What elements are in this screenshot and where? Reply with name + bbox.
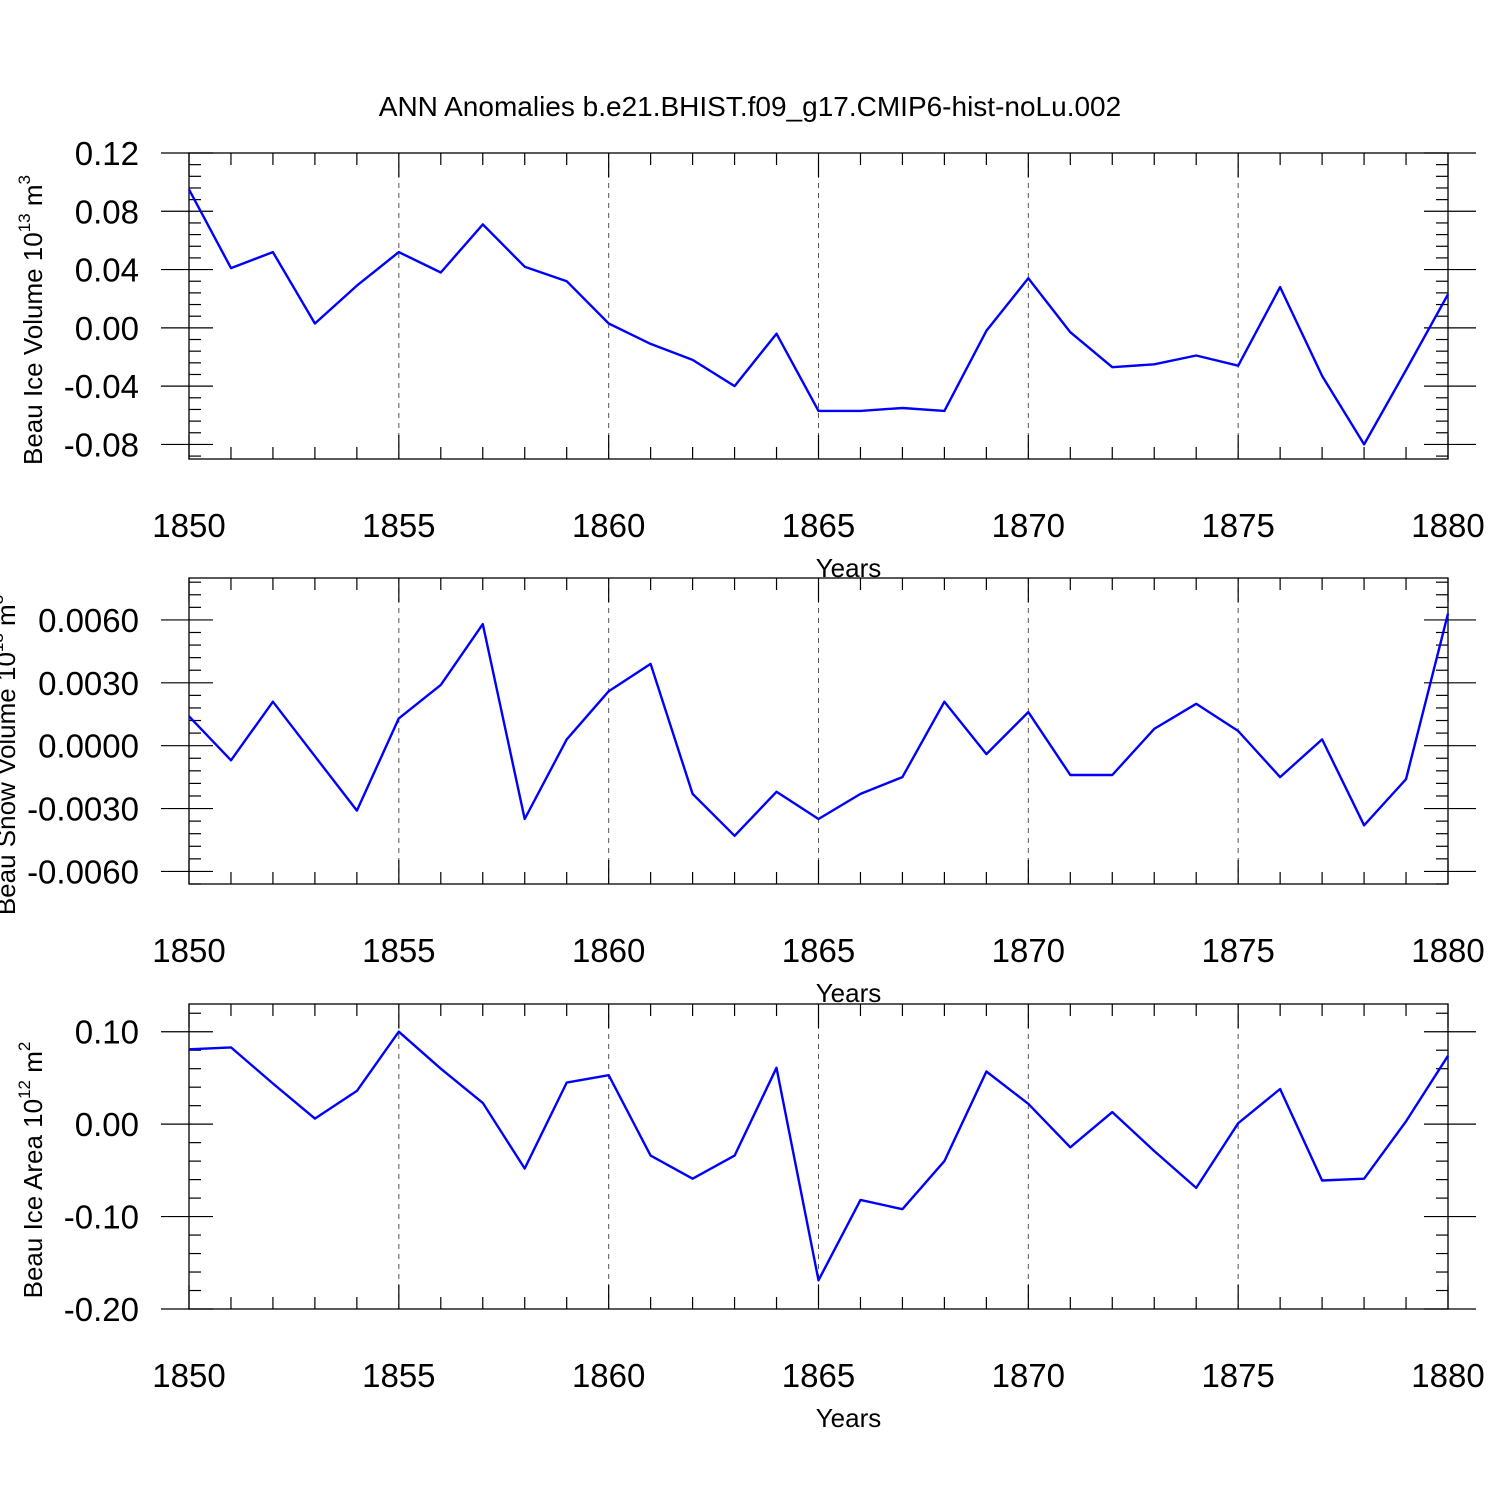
y-tick-label: 0.10 <box>75 1014 139 1051</box>
y-tick-label: -0.0060 <box>27 853 139 890</box>
y-tick-label: 0.0030 <box>38 665 139 702</box>
y-axis-title-text: Beau Ice Area 10 <box>18 1099 48 1298</box>
x-tick-label: 1875 <box>1201 507 1274 544</box>
x-axis-title: Years <box>816 978 882 1008</box>
y-tick-label: 0.00 <box>75 310 139 347</box>
label-clip-mask-top <box>0 560 60 590</box>
y-axis-title-unit-exponent: 3 <box>0 595 7 604</box>
y-axis-title-text: Beau Snow Volume 10 <box>0 652 21 915</box>
x-tick-label: 1880 <box>1411 507 1484 544</box>
y-tick-label: -0.20 <box>64 1291 139 1328</box>
y-tick-label: 0.00 <box>75 1106 139 1143</box>
y-tick-label: -0.08 <box>64 426 139 463</box>
x-tick-label: 1865 <box>782 507 855 544</box>
y-tick-label: -0.0030 <box>27 791 139 828</box>
x-tick-label: 1870 <box>992 932 1065 969</box>
x-tick-label: 1850 <box>152 1357 225 1394</box>
y-axis-title: Beau Snow Volume 1013 m3 <box>0 595 21 915</box>
series-line <box>188 1030 1450 1282</box>
x-tick-label: 1865 <box>782 932 855 969</box>
y-axis-title-exponent: 13 <box>15 213 34 232</box>
y-axis-title-unit: m <box>0 604 21 633</box>
y-tick-label: 0.0060 <box>38 602 139 639</box>
x-tick-label: 1870 <box>992 1357 1065 1394</box>
y-tick-label: 0.12 <box>75 135 139 172</box>
x-tick-label: 1855 <box>362 1357 435 1394</box>
x-tick-label: 1870 <box>992 507 1065 544</box>
y-tick-label: -0.04 <box>64 368 139 405</box>
y-tick-label: 0.0000 <box>38 728 139 765</box>
label-clip-mask-bottom <box>0 921 60 951</box>
figure-title: ANN Anomalies b.e21.BHIST.f09_g17.CMIP6-… <box>379 91 1121 122</box>
y-axis-title-exponent: 12 <box>15 1080 34 1099</box>
x-tick-label: 1855 <box>362 507 435 544</box>
x-tick-label: 1860 <box>572 932 645 969</box>
x-axis-title: Years <box>816 1403 882 1433</box>
y-axis-title-unit-exponent: 2 <box>15 1042 34 1051</box>
panels: 1850 1855 1860 1865 1870 1875 1880 Years -0.08 -0… <box>0 135 1485 1433</box>
panel-2: 1850 1855 1860 1865 1870 1875 1880 Years -0.0060… <box>0 577 1485 1008</box>
x-tick-label: 1880 <box>1411 1357 1484 1394</box>
y-axis-title-unit-exponent: 3 <box>15 175 34 184</box>
y-tick-label: 0.08 <box>75 193 139 230</box>
x-tick-label: 1850 <box>152 932 225 969</box>
x-tick-label: 1860 <box>572 1357 645 1394</box>
x-tick-label: 1860 <box>572 507 645 544</box>
series-line <box>187 188 1450 446</box>
panel-1: 1850 1855 1860 1865 1870 1875 1880Years-0.08-0… <box>15 135 1485 583</box>
y-tick-label: -0.10 <box>64 1199 139 1236</box>
panel-3: 1850 1855 1860 1865 1870 1875 1880 Years -0.20 -0… <box>15 1003 1485 1433</box>
y-tick-label: 0.04 <box>75 252 139 289</box>
x-tick-label: 1875 <box>1201 1357 1274 1394</box>
y-axis-title-unit: m <box>18 184 48 213</box>
x-tick-label: 1875 <box>1201 932 1274 969</box>
y-axis-title-exponent: 13 <box>0 633 7 652</box>
x-tick-label: 1855 <box>362 932 435 969</box>
y-axis-title-unit: m <box>18 1051 48 1080</box>
y-axis-title: Beau Ice Volume 1013 m3 <box>15 175 48 465</box>
y-axis-title: Beau Ice Area 1012 m2 <box>15 1042 48 1299</box>
x-tick-label: 1880 <box>1411 932 1484 969</box>
series-line <box>188 613 1450 837</box>
y-axis-title-text: Beau Ice Volume 10 <box>18 232 48 465</box>
x-tick-label: 1850 <box>152 507 225 544</box>
x-tick-label: 1865 <box>782 1357 855 1394</box>
